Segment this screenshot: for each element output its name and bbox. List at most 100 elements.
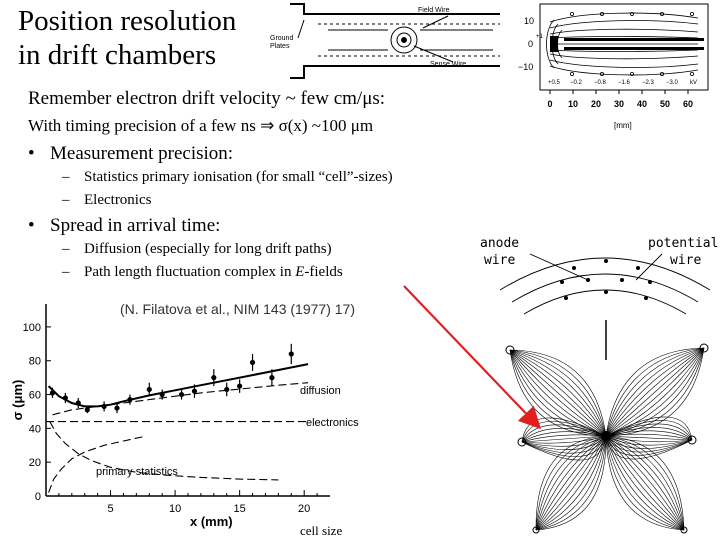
field-line — [535, 435, 607, 531]
plot-x-label: x (mm) — [190, 514, 233, 529]
field-x-tick: 20 — [591, 99, 601, 109]
sub-path-length: – Path length fluctuation complex in E-fi… — [62, 264, 343, 281]
x-tick-label: 15 — [234, 503, 246, 515]
field-x-tick: 0 — [547, 99, 552, 109]
data-point — [75, 400, 81, 406]
timing-precision-line: With timing precision of a few ns ⇒ σ(x)… — [28, 116, 374, 135]
sub-dash: – — [62, 264, 70, 280]
anode-label-2: wire — [484, 253, 515, 268]
potential-label: kV — [690, 80, 697, 86]
field-x-unit: [mm] — [614, 121, 632, 130]
sub-statistics: – Statistics primary ionisation (for smal… — [62, 169, 393, 186]
drift-field-lines-figure — [505, 320, 709, 534]
field-line — [535, 435, 607, 531]
field-line — [521, 435, 607, 443]
field-line — [605, 435, 685, 531]
data-point — [146, 386, 152, 393]
field-line — [605, 435, 685, 531]
curve-primary-statistics-rising — [48, 436, 143, 493]
field-line — [605, 347, 705, 437]
potential-label: −0.8 — [594, 80, 607, 86]
x-tick-label: 20 — [298, 503, 310, 515]
plot-y-label: σ (μm) — [10, 380, 25, 421]
label-primary-statistics: primary statistics — [96, 466, 178, 478]
bullet-measurement-text: Measurement precision: — [50, 143, 234, 164]
field-line — [535, 435, 607, 531]
bullet-measurement: • Measurement precision: — [28, 143, 233, 165]
data-point — [101, 403, 107, 409]
label-diffusion: diffusion — [300, 385, 341, 397]
label-sense-wire: Sense Wire — [430, 61, 466, 68]
potential-label: −3.0 — [666, 80, 679, 86]
x-tick-label: 5 — [107, 503, 113, 515]
sub-electronics: – Electronics — [62, 192, 151, 209]
drift-chamber-diagram: Field Wire Ground Plates Sense Wire — [270, 3, 500, 79]
data-point — [49, 390, 56, 396]
sub-dash: – — [62, 241, 70, 257]
field-line — [605, 430, 693, 441]
data-point — [211, 375, 217, 381]
field-line — [521, 424, 607, 443]
data-point — [224, 386, 230, 393]
label-field-wire: Field Wire — [418, 7, 450, 14]
field-x-tick: 40 — [637, 99, 647, 109]
y-tick-label: 20 — [29, 457, 41, 469]
plot-citation: (N. Filatova et al., NIM 143 (1977) 17) — [120, 301, 355, 317]
field-line — [605, 435, 685, 531]
field-line — [521, 435, 607, 450]
bullet-arrival: • Spread in arrival time: — [28, 215, 220, 237]
field-line — [535, 435, 607, 531]
sub-statistics-text: Statistics primary ionisation (for small… — [84, 169, 393, 185]
field-line — [521, 428, 607, 443]
field-y-tick-minus10: −10 — [518, 62, 533, 72]
bullet-dot: • — [28, 215, 35, 236]
field-line — [605, 347, 705, 437]
y-tick-label: 60 — [29, 390, 41, 402]
field-inner-label: +1 — [536, 34, 544, 40]
field-line — [605, 435, 693, 460]
curve-total-fit — [47, 363, 309, 408]
field-line — [605, 416, 693, 441]
field-line — [605, 347, 705, 437]
field-line — [535, 435, 607, 531]
field-line — [605, 435, 685, 531]
slide-title: Position resolution in drift chambers — [18, 4, 236, 72]
field-x-tick: 30 — [614, 99, 624, 109]
title-line-1: Position resolution — [18, 5, 237, 37]
wire-arrangement-diagram: anode wire potential wire — [480, 236, 718, 315]
data-point — [237, 383, 243, 389]
field-line — [605, 435, 685, 531]
field-line — [535, 435, 607, 531]
potential-label-2: wire — [670, 253, 701, 268]
field-x-tick: 60 — [683, 99, 693, 109]
curve-primary-statistics — [49, 421, 279, 481]
field-line — [605, 435, 685, 531]
data-point — [178, 391, 185, 398]
data-point — [249, 359, 256, 366]
y-tick-label: 40 — [29, 423, 41, 435]
data-point — [62, 395, 68, 401]
data-point — [114, 405, 120, 411]
field-line — [521, 421, 607, 443]
data-point — [159, 391, 165, 398]
field-line — [535, 435, 607, 531]
potential-label: −1.6 — [618, 80, 631, 86]
field-line — [605, 435, 685, 531]
field-line — [605, 435, 685, 531]
curve-diffusion — [52, 382, 309, 416]
bullet-dot: • — [28, 143, 35, 164]
drift-velocity-line: Remember electron drift velocity ~ few c… — [28, 88, 386, 109]
plot-points — [49, 343, 294, 414]
field-line — [605, 435, 685, 531]
field-line — [535, 435, 607, 531]
data-point — [84, 407, 90, 413]
sub-dash: – — [62, 192, 70, 208]
field-line — [605, 347, 705, 437]
data-point — [127, 397, 133, 403]
field-line — [605, 347, 705, 437]
field-line — [605, 427, 693, 441]
label-ground-2: Plates — [270, 43, 290, 50]
data-point — [288, 351, 294, 357]
cell-size-annotation: cell size — [300, 523, 342, 538]
y-tick-label: 100 — [23, 322, 41, 334]
